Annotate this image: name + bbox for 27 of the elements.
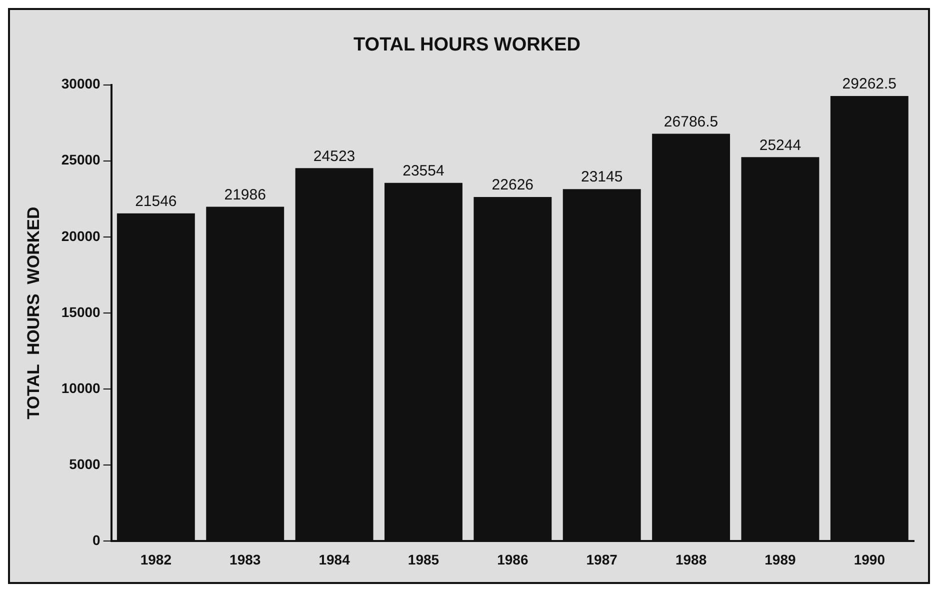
- data-label: 24523: [313, 148, 356, 165]
- x-tick-label: 1988: [675, 551, 707, 568]
- y-tick-label: 15000: [61, 304, 101, 320]
- x-tick-label: 1983: [230, 551, 261, 568]
- x-tick-label: 1982: [140, 551, 172, 568]
- y-axis-title: TOTAL HOURS WORKED: [24, 206, 43, 420]
- y-tick-label: 20000: [61, 228, 101, 244]
- x-tick-label: 1984: [318, 551, 350, 568]
- x-tick-label: 1989: [764, 551, 796, 568]
- data-label: 29262.5: [842, 76, 897, 93]
- chart-title: TOTAL HOURS WORKED: [354, 34, 580, 56]
- y-tick-label: 25000: [61, 152, 101, 168]
- x-tick-label: 1990: [854, 551, 886, 568]
- data-label: 21986: [224, 186, 266, 204]
- x-tick-label: 1987: [586, 551, 618, 568]
- data-label: 23145: [580, 168, 623, 186]
- data-label: 25244: [759, 136, 802, 154]
- y-tick-label: 30000: [61, 76, 101, 92]
- y-tick-label: 0: [92, 532, 101, 548]
- y-tick-label: 5000: [69, 456, 101, 472]
- data-label: 22626: [492, 176, 534, 194]
- data-label: 26786.5: [664, 113, 718, 130]
- x-tick-label: 1986: [497, 551, 528, 568]
- y-tick-label: 10000: [61, 380, 101, 396]
- data-label: 23554: [402, 162, 444, 180]
- x-tick-label: 1985: [408, 551, 440, 568]
- data-label: 21546: [135, 193, 177, 210]
